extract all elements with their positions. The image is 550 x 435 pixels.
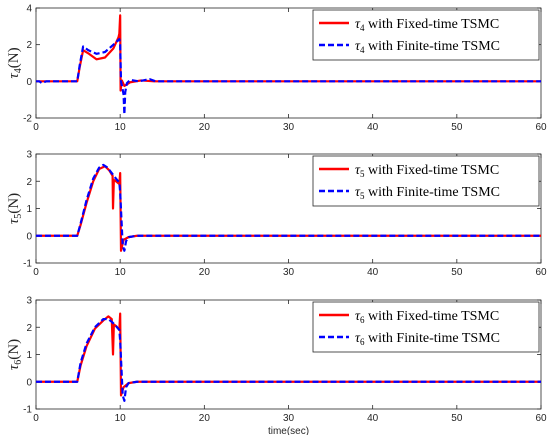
y-tick-label: -1 — [23, 259, 32, 270]
legend-subscript: 5 — [360, 169, 365, 179]
y-axis-label: τ4(N) — [6, 47, 24, 78]
y-axis-label: τ5(N) — [6, 193, 24, 224]
series-group — [36, 163, 541, 252]
legend-symbol: τ — [355, 185, 361, 200]
x-tick-label: 50 — [451, 413, 463, 424]
x-tick-label: 30 — [283, 267, 295, 278]
x-tick-label: 20 — [199, 267, 211, 278]
legend-entry: τ5 with Fixed-time TSMC — [355, 163, 499, 179]
x-tick-label: 0 — [33, 122, 39, 133]
legend-subscript: 6 — [360, 315, 365, 325]
legend-symbol: τ — [355, 331, 361, 346]
y-tick-label: 1 — [26, 350, 32, 361]
legend-entry: τ5 with Finite-time TSMC — [355, 185, 500, 201]
legend-entry: τ6 with Fixed-time TSMC — [355, 309, 499, 325]
y-tick-label: -2 — [23, 114, 32, 125]
y-axis-label: τ6(N) — [6, 339, 24, 370]
y-tick-label: 0 — [26, 77, 32, 88]
legend-label: with Finite-time TSMC — [365, 185, 500, 200]
x-tick-label: 40 — [367, 267, 379, 278]
y-tick-label: 0 — [26, 231, 32, 242]
y-axis-label-symbol: τ — [6, 73, 22, 79]
x-tick-label: 60 — [535, 267, 547, 278]
legend-box — [312, 301, 540, 353]
x-tick-label: 50 — [451, 267, 463, 278]
x-tick-label: 40 — [367, 122, 379, 133]
y-tick-label: 3 — [26, 150, 32, 161]
y-tick-label: 3 — [26, 296, 32, 307]
x-tick-label: 60 — [535, 122, 547, 133]
y-axis-label-unit: (N) — [6, 193, 22, 214]
series-group — [36, 14, 541, 116]
x-tick-label: 20 — [199, 413, 211, 424]
y-tick-label: 1 — [26, 204, 32, 215]
x-tick-label: 60 — [535, 413, 547, 424]
legend-subscript: 5 — [360, 191, 365, 201]
x-tick-label: 20 — [199, 122, 211, 133]
legend-box — [312, 9, 540, 61]
x-tick-label: 10 — [115, 267, 127, 278]
x-tick-label: 50 — [451, 122, 463, 133]
series-line-fixed-time — [36, 14, 541, 92]
x-tick-label: 30 — [283, 122, 295, 133]
series-line-finite-time — [36, 38, 541, 116]
x-tick-label: 30 — [283, 413, 295, 424]
y-tick-label: 2 — [26, 177, 32, 188]
legend-entry: τ4 with Finite-time TSMC — [355, 39, 500, 55]
legend-label: with Fixed-time TSMC — [365, 163, 500, 178]
y-axis-label-subscript: 4 — [13, 68, 24, 73]
series-line-finite-time — [36, 317, 541, 402]
legend-symbol: τ — [355, 17, 361, 32]
series-line-finite-time — [36, 163, 541, 252]
y-tick-label: -1 — [23, 405, 32, 416]
legend-subscript: 4 — [360, 23, 365, 33]
legend-entry: τ6 with Finite-time TSMC — [355, 331, 500, 347]
legend-label: with Finite-time TSMC — [365, 331, 500, 346]
x-tick-label: 10 — [115, 413, 127, 424]
x-axis-label: time(sec) — [268, 426, 309, 435]
legend-box — [312, 155, 540, 207]
legend-symbol: τ — [355, 309, 361, 324]
y-tick-label: 2 — [26, 323, 32, 334]
legend-subscript: 4 — [360, 45, 365, 55]
y-tick-label: 2 — [26, 40, 32, 51]
legend-label: with Fixed-time TSMC — [365, 309, 500, 324]
x-tick-label: 40 — [367, 413, 379, 424]
x-tick-label: 0 — [33, 413, 39, 424]
x-tick-label: 10 — [115, 122, 127, 133]
y-axis-label-subscript: 6 — [13, 360, 24, 365]
series-group — [36, 312, 541, 402]
y-tick-label: 0 — [26, 377, 32, 388]
y-axis-label-symbol: τ — [6, 364, 22, 370]
legend-symbol: τ — [355, 163, 361, 178]
y-axis-label-unit: (N) — [6, 47, 22, 68]
legend-entry: τ4 with Fixed-time TSMC — [355, 17, 499, 33]
legend-symbol: τ — [355, 39, 361, 54]
x-tick-label: 0 — [33, 267, 39, 278]
y-axis-label-unit: (N) — [6, 339, 22, 360]
y-tick-label: 4 — [26, 4, 32, 15]
y-axis-label-symbol: τ — [6, 218, 22, 224]
y-axis-label-subscript: 5 — [13, 214, 24, 219]
legend-subscript: 6 — [360, 337, 365, 347]
legend-label: with Finite-time TSMC — [365, 39, 500, 54]
legend-label: with Fixed-time TSMC — [365, 17, 500, 32]
